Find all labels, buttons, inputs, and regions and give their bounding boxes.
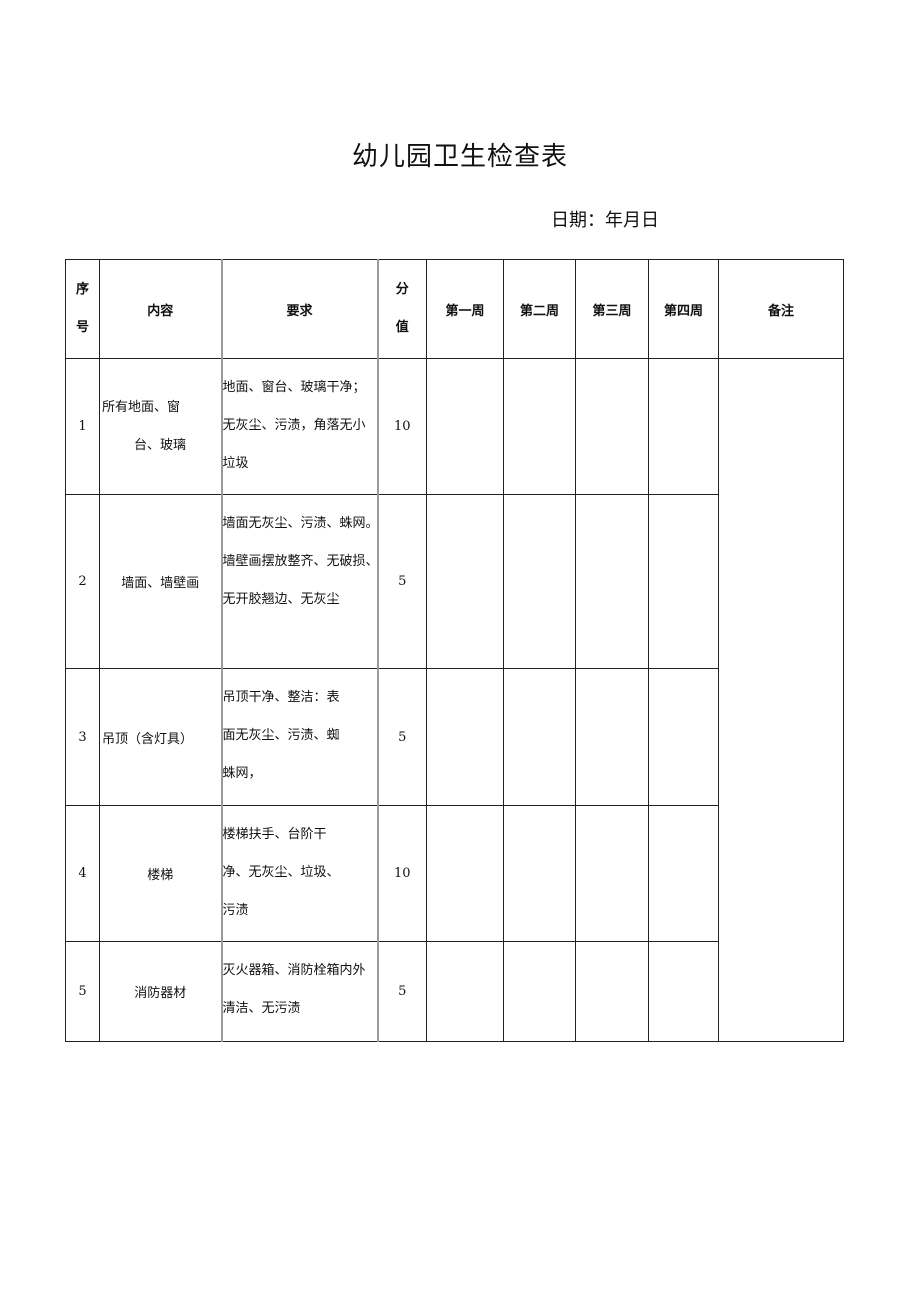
row-content: 墙面、墙壁画 [99,494,222,669]
row-no: 3 [65,668,100,806]
week4-cell[interactable] [648,668,719,806]
header-week3: 第三周 [575,259,649,359]
table-row: 5 消防器材 灭火器箱、消防栓箱内外 清洁、无污渍 5 [65,941,844,1042]
header-content: 内容 [99,259,222,359]
table-row: 1 所有地面、窗 台、玻璃 地面、窗台、玻璃干净； 无灰尘、污渍，角落无小 垃圾 10 [65,358,844,1042]
week3-cell[interactable] [575,358,649,495]
remarks-cell[interactable] [718,358,844,1042]
hygiene-inspection-table: 序号 内容 要求 分值 第一周 第二周 第三周 第四周 备注 1 所有地面、窗台… [65,259,844,1042]
week4-cell[interactable] [648,941,719,1042]
row-requirement: 灭火器箱、消防栓箱内外 清洁、无污渍 [220,941,379,1042]
week2-cell[interactable] [503,358,576,495]
row-no: 1 [65,358,100,495]
row-score: 10 [377,358,427,495]
week3-cell[interactable] [575,941,649,1042]
row-no: 2 [65,494,100,669]
table-row: 2 墙面、墙壁画 墙面无灰尘、污渍、蛛网。 墙壁画摆放整齐、无破损、 无开胶翘边、无… [65,494,844,669]
header-row: 序号 内容 要求 分值 第一周 第二周 第三周 第四周 备注 [65,259,844,359]
week4-cell[interactable] [648,805,719,942]
week3-cell[interactable] [575,494,649,669]
week1-cell[interactable] [426,494,504,669]
header-week2: 第二周 [503,259,576,359]
header-week1: 第一周 [426,259,504,359]
row-score: 10 [377,805,427,942]
row-content: 吊顶（含灯具） [99,668,222,806]
date-label: 日期：年月日 [551,210,659,231]
week1-cell[interactable] [426,668,504,806]
header-score: 分值 [377,259,427,359]
week2-cell[interactable] [503,941,576,1042]
header-remarks: 备注 [718,259,844,359]
row-requirement: 地面、窗台、玻璃干净； 无灰尘、污渍，角落无小 垃圾 [220,358,379,495]
week4-cell[interactable] [648,494,719,669]
week3-cell[interactable] [575,805,649,942]
row-no: 4 [65,805,100,942]
week2-cell[interactable] [503,494,576,669]
row-content: 消防器材 [99,941,222,1042]
row-content: 楼梯 [99,805,222,942]
row-score: 5 [377,494,427,669]
header-no: 序号 [65,259,100,359]
document-title: 幼儿园卫生检查表 [351,142,568,172]
row-score: 5 [377,941,427,1042]
row-requirement: 吊顶干净、整洁：表 面无灰尘、污渍、蜘 蛛网， [220,668,379,806]
week2-cell[interactable] [503,668,576,806]
week4-cell[interactable] [648,358,719,495]
week3-cell[interactable] [575,668,649,806]
row-requirement: 楼梯扶手、台阶干 净、无灰尘、垃圾、 污渍 [220,805,379,942]
header-week4: 第四周 [648,259,719,359]
table-row: 3 吊顶（含灯具） 吊顶干净、整洁：表 面无灰尘、污渍、蜘 蛛网， 5 [65,668,844,806]
row-no: 5 [65,941,100,1042]
header-requirement: 要求 [220,259,379,359]
week1-cell[interactable] [426,805,504,942]
row-score: 5 [377,668,427,806]
week1-cell[interactable] [426,941,504,1042]
row-requirement: 墙面无灰尘、污渍、蛛网。 墙壁画摆放整齐、无破损、 无开胶翘边、无灰尘 [220,494,379,669]
week1-cell[interactable] [426,358,504,495]
row-content: 所有地面、窗 台、玻璃 [99,358,222,495]
week2-cell[interactable] [503,805,576,942]
